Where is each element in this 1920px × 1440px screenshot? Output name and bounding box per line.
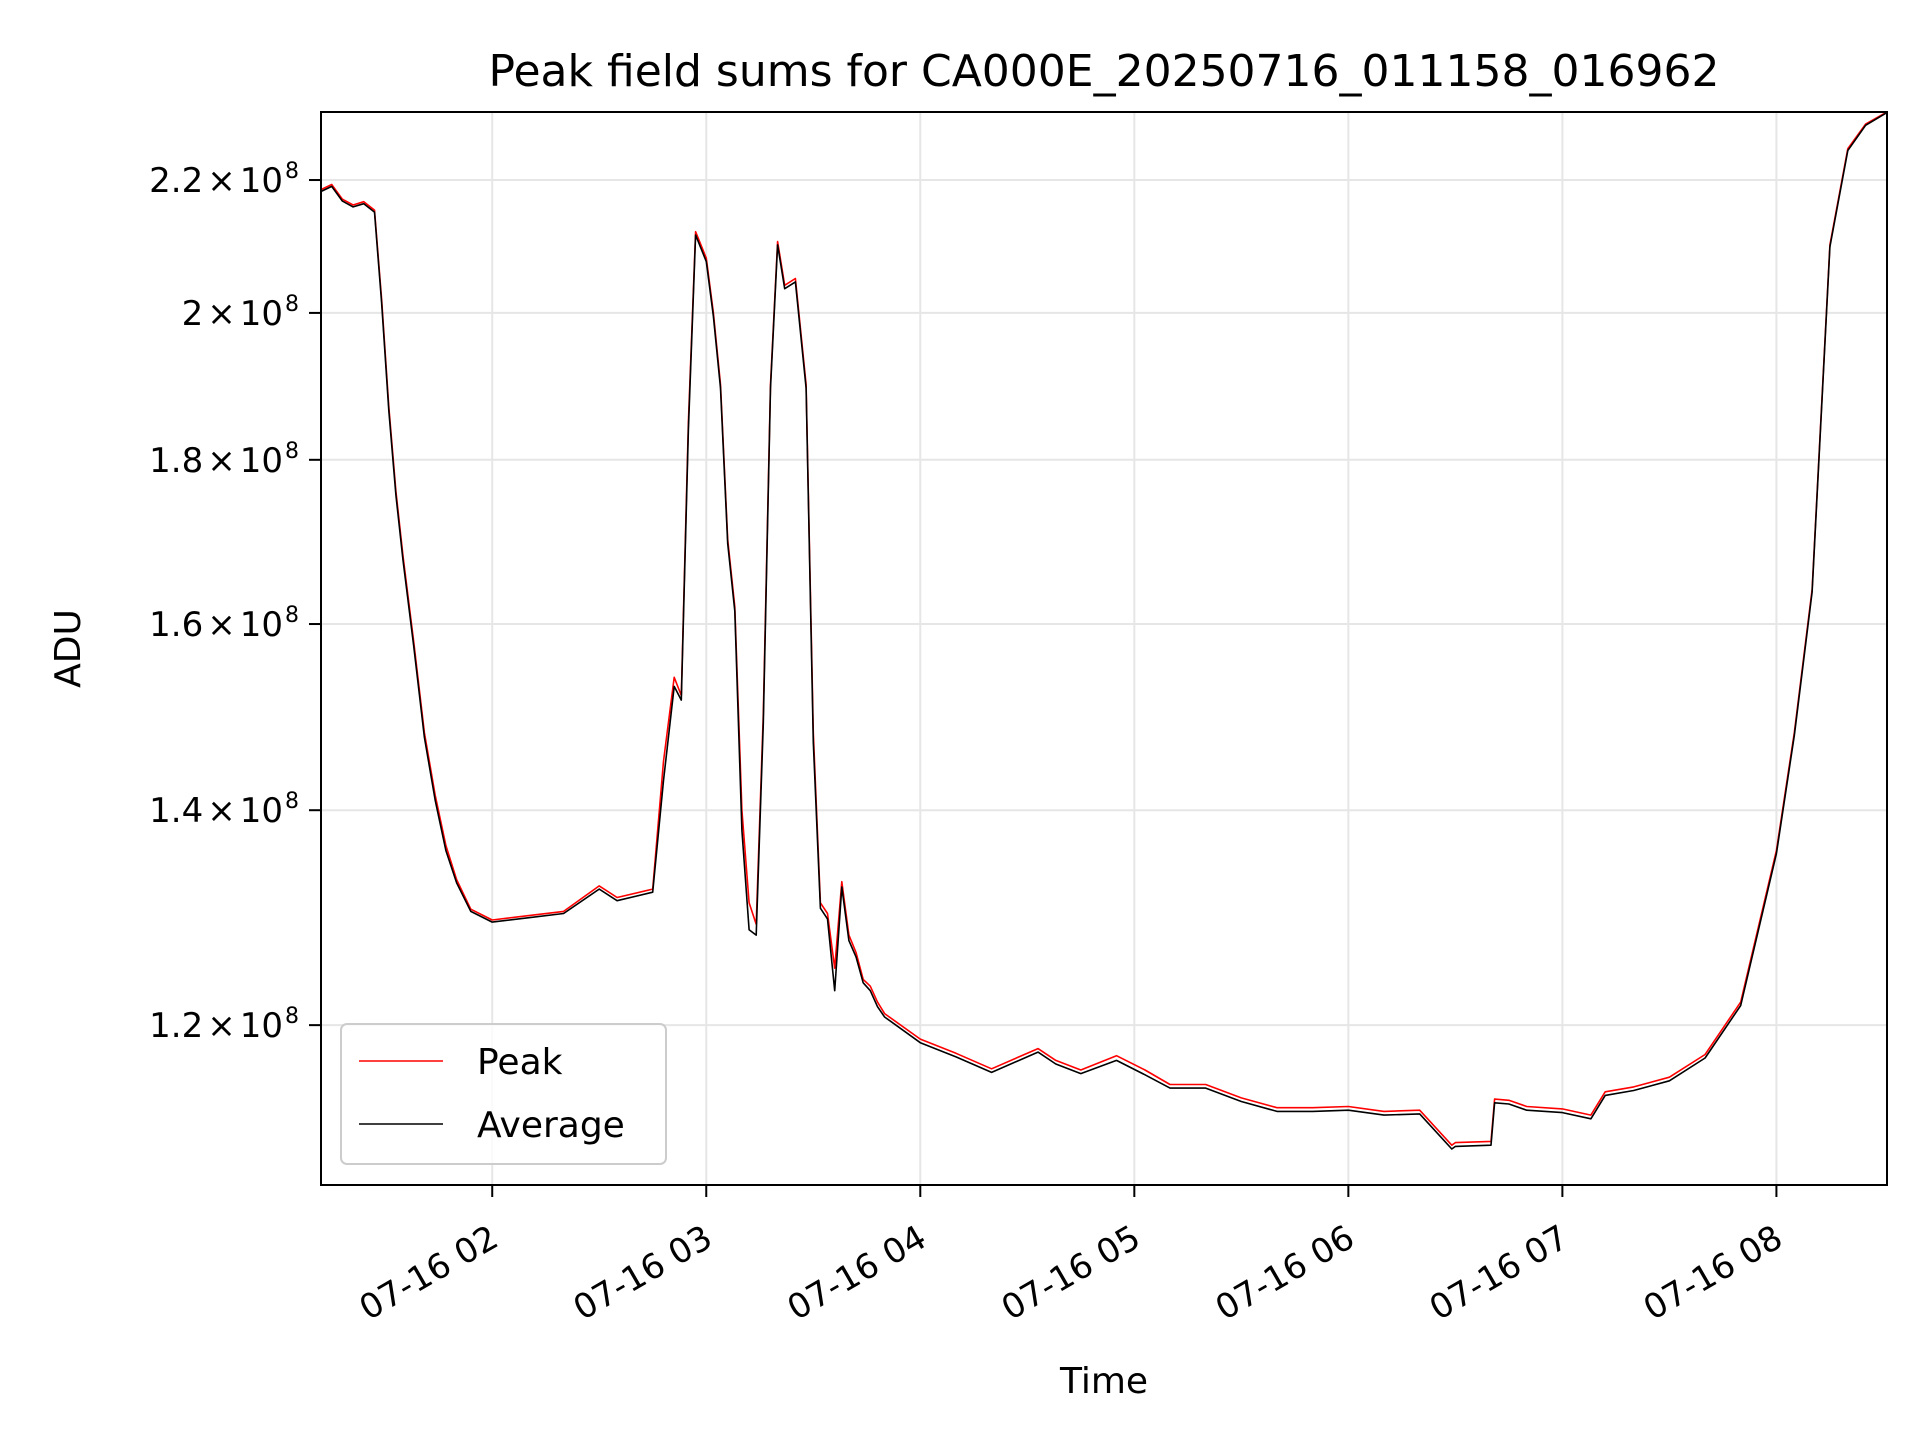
plot-frame <box>320 111 1888 1186</box>
x-axis-label: Time <box>1059 1361 1148 1402</box>
y-tick-label-exp: 8 <box>285 789 299 814</box>
legend-label-peak: Peak <box>477 1042 563 1083</box>
y-tick-label-exp: 8 <box>285 1004 299 1029</box>
y-tick-label-times: × <box>207 791 236 831</box>
y-tick-label-base: 10 <box>240 441 283 481</box>
y-tick-label: 2.2 × 108 <box>149 159 299 201</box>
y-tick-label-mantissa: 1.4 <box>149 791 203 831</box>
y-tick-label-mantissa: 2 <box>182 294 204 334</box>
y-tick-label: 2 × 108 <box>182 292 299 334</box>
legend-label-average: Average <box>477 1105 625 1146</box>
y-tick-label-base: 10 <box>240 791 283 831</box>
chart-title: Peak field sums for CA000E_20250716_0111… <box>489 46 1720 97</box>
y-tick-label-mantissa: 1.2 <box>149 1006 203 1046</box>
y-tick-label-exp: 8 <box>285 159 299 184</box>
y-axis-label: ADU <box>48 609 89 688</box>
legend-box <box>340 1023 667 1165</box>
legend: Peak Average <box>340 1023 667 1165</box>
y-tick-label-exp: 8 <box>285 603 299 628</box>
y-tick-label: 1.8 × 108 <box>149 439 299 481</box>
y-tick-label-times: × <box>207 1006 236 1046</box>
y-tick-label-base: 10 <box>240 294 283 334</box>
y-tick-label-exp: 8 <box>285 439 299 464</box>
y-tick-label-exp: 8 <box>285 292 299 317</box>
y-tick-label: 1.2 × 108 <box>149 1004 299 1046</box>
series-layer <box>320 111 1888 1150</box>
y-tick-label-times: × <box>207 605 236 645</box>
series-line-average <box>320 111 1888 1150</box>
y-tick-label-mantissa: 1.8 <box>149 441 203 481</box>
y-tick-label-times: × <box>207 161 236 201</box>
y-tick-label-base: 10 <box>240 605 283 645</box>
y-tick-label: 1.6 × 108 <box>149 603 299 645</box>
series-line-peak <box>320 111 1888 1146</box>
y-tick-label-base: 10 <box>240 1006 283 1046</box>
y-tick-label-times: × <box>207 294 236 334</box>
y-tick-label-mantissa: 2.2 <box>149 161 203 201</box>
y-tick-label-base: 10 <box>240 161 283 201</box>
y-tick-label: 1.4 × 108 <box>149 789 299 831</box>
y-tick-label-times: × <box>207 441 236 481</box>
grid <box>321 112 1887 1185</box>
y-tick-label-mantissa: 1.6 <box>149 605 203 645</box>
